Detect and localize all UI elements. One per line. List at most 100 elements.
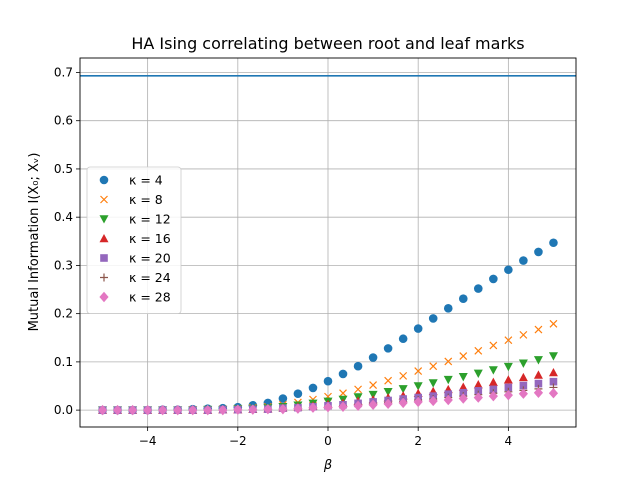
legend-label: κ = 24	[129, 270, 171, 285]
data-point	[248, 404, 258, 415]
data-point	[503, 389, 513, 401]
data-point	[353, 361, 363, 371]
data-point	[413, 396, 423, 408]
data-point	[368, 399, 378, 411]
data-point	[533, 387, 544, 398]
data-point	[473, 369, 483, 378]
data-point	[278, 403, 288, 415]
data-point	[534, 247, 543, 257]
y-tick-label: 0.5	[54, 162, 73, 176]
data-point	[383, 387, 393, 397]
legend-label: κ = 4	[129, 173, 163, 188]
x-tick-label: 2	[414, 434, 422, 448]
x-tick-label: 0	[324, 434, 332, 448]
data-point	[519, 330, 528, 339]
data-point	[518, 388, 528, 399]
data-point	[489, 274, 498, 284]
data-points	[97, 238, 559, 416]
data-point	[443, 375, 453, 385]
legend-box	[86, 166, 182, 314]
data-point	[383, 398, 393, 410]
y-axis-label: Mutual Information I(X₀; Xᵥ)	[27, 153, 42, 332]
data-point	[263, 403, 273, 415]
data-point	[548, 367, 558, 377]
data-point	[549, 238, 558, 248]
data-point	[369, 381, 378, 389]
data-point	[488, 366, 498, 375]
legend-label: κ = 12	[129, 212, 171, 227]
data-point	[474, 346, 483, 355]
data-point	[308, 383, 318, 393]
data-point	[112, 404, 123, 416]
data-point	[428, 395, 438, 407]
legend-marker	[99, 234, 109, 243]
legend-label: κ = 20	[129, 251, 171, 266]
legend-marker	[100, 195, 108, 204]
data-point	[534, 379, 543, 388]
chart-title: HA Ising correlating between root and le…	[131, 34, 524, 53]
x-tick-label: −4	[139, 434, 157, 448]
data-point	[97, 404, 108, 416]
data-point	[293, 389, 303, 399]
y-tick-label: 0.3	[54, 258, 73, 272]
data-point	[458, 294, 468, 303]
data-point	[489, 341, 498, 350]
data-point	[398, 334, 408, 344]
data-point	[188, 404, 198, 416]
data-point	[338, 369, 348, 379]
legend-label: κ = 8	[129, 192, 163, 207]
data-point	[233, 404, 243, 415]
series-7	[97, 387, 559, 416]
y-tick-label: 0.2	[54, 307, 73, 321]
data-point	[413, 382, 423, 391]
data-point	[549, 319, 558, 328]
data-point	[473, 284, 483, 293]
data-point	[504, 336, 513, 345]
data-point	[534, 325, 543, 334]
data-point	[473, 392, 483, 403]
data-point	[398, 385, 408, 394]
data-point	[339, 389, 347, 398]
data-point	[518, 372, 528, 382]
data-point	[519, 381, 528, 390]
data-point	[203, 404, 213, 416]
data-point	[533, 356, 543, 365]
data-point	[354, 385, 363, 394]
data-point	[128, 404, 138, 416]
data-point	[444, 357, 453, 366]
legend-label: κ = 28	[129, 290, 171, 305]
x-tick-label: −2	[229, 434, 247, 448]
x-tick-label: 4	[505, 434, 513, 448]
data-point	[353, 400, 363, 411]
data-point	[368, 353, 378, 362]
data-point	[398, 397, 408, 409]
y-tick-label: 0.4	[54, 210, 73, 224]
data-point	[443, 394, 453, 406]
data-point	[384, 376, 393, 385]
data-point	[518, 359, 528, 368]
data-point	[428, 379, 438, 388]
data-point	[414, 367, 423, 375]
legend-marker	[99, 291, 109, 303]
y-tick-label: 0.6	[54, 114, 73, 128]
data-point	[473, 380, 483, 389]
data-point	[428, 314, 438, 323]
y-tick-label: 0.0	[54, 403, 73, 417]
data-point	[458, 393, 468, 404]
data-point	[458, 382, 468, 391]
data-point	[503, 362, 513, 372]
data-point	[443, 304, 453, 313]
data-point	[429, 362, 438, 371]
legend-label: κ = 16	[129, 231, 171, 246]
data-point	[548, 352, 558, 361]
data-point	[459, 352, 468, 361]
data-point	[488, 390, 498, 402]
data-point	[293, 403, 303, 414]
legend: κ = 4 κ = 8 κ = 12 κ = 16 κ = 20 κ = 24 κ = 28	[86, 166, 182, 314]
data-point	[308, 402, 318, 413]
legend-marker	[99, 175, 109, 185]
data-point	[504, 265, 513, 275]
data-point	[278, 394, 288, 403]
data-point	[549, 377, 558, 386]
